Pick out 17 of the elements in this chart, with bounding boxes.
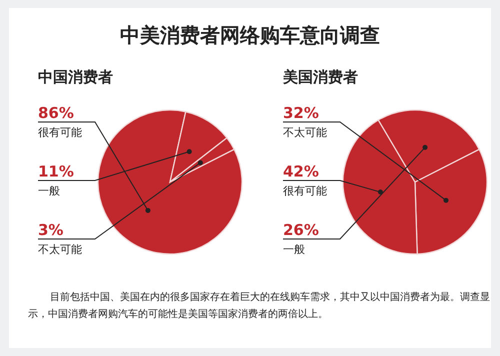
data-label: 26% <box>283 221 319 239</box>
slice-label: 很有可能 <box>38 126 82 139</box>
data-label: 11% <box>38 162 74 180</box>
pie-slice <box>97 109 243 255</box>
slice-label: 一般 <box>283 243 305 256</box>
data-label: 86% <box>38 104 74 122</box>
slice-label: 不太可能 <box>283 126 327 139</box>
chart-subtitle: 中国消费者 <box>38 68 113 86</box>
slice-label: 很有可能 <box>283 184 327 198</box>
data-label: 32% <box>283 104 319 122</box>
data-label: 42% <box>283 162 319 180</box>
data-label: 3% <box>38 221 64 239</box>
chart-title: 中美消费者网络购车意向调查 <box>120 23 380 47</box>
chart-subtitle: 美国消费者 <box>282 68 358 86</box>
text: 目前包括中国、美国在内的很多国家存在着巨大的在线购车需求，其中又以中国消费者为最。调查显示，中国消费者网购汽车的可能性是美国等国家消费者的两倍以上。 <box>28 291 490 320</box>
slice-label: 一般 <box>38 184 60 198</box>
slice-label: 不太可能 <box>38 243 82 256</box>
